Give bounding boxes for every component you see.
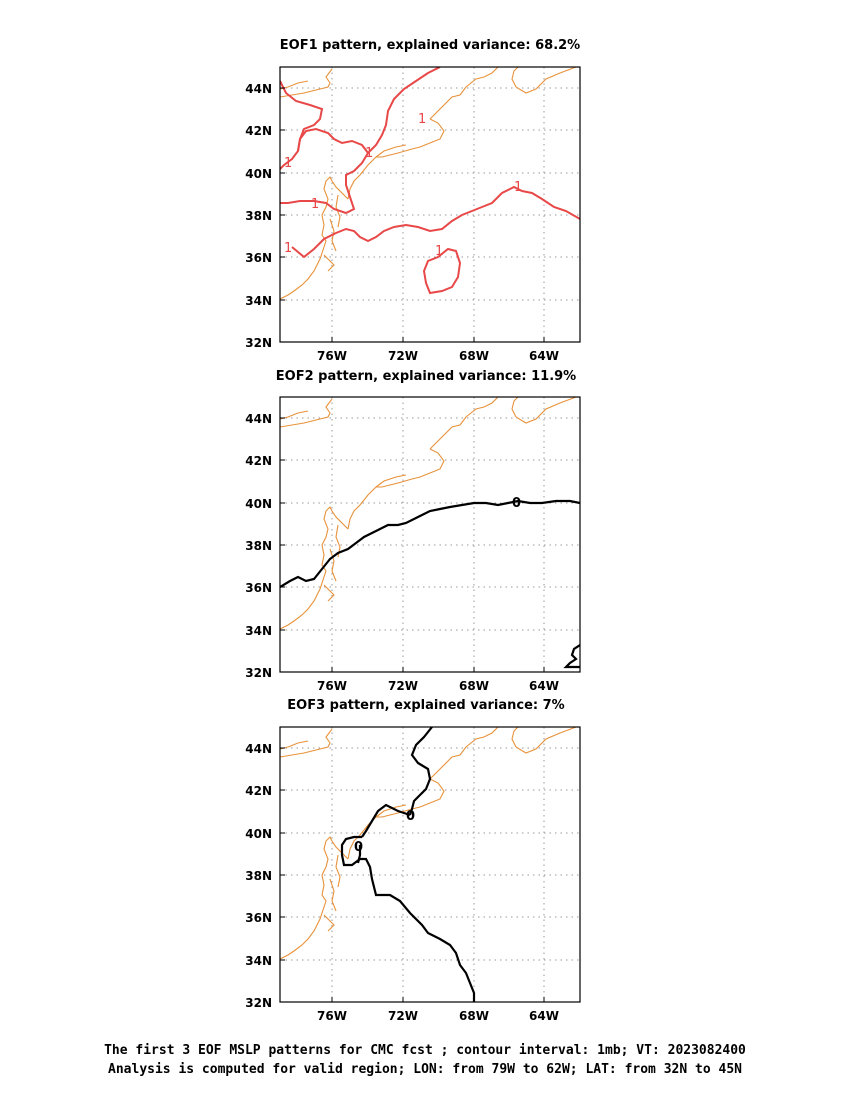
contour-label: 1	[284, 241, 292, 256]
panel-eof3: EOF3 pattern, explained variance: 7% 0 0	[245, 698, 581, 1023]
contour-label: 0	[354, 840, 363, 855]
eof-maps: EOF1 pattern, explained variance: 68.2%	[245, 38, 581, 1023]
y-tick-label: 44N	[245, 82, 272, 96]
coastline	[280, 727, 577, 960]
y-tick-label: 42N	[245, 784, 272, 798]
y-tick-label: 40N	[245, 167, 272, 181]
contour-label: 1	[311, 197, 319, 212]
y-tick-label: 32N	[245, 666, 272, 680]
panel-title: EOF1 pattern, explained variance: 68.2%	[280, 38, 580, 53]
y-tick-label: 44N	[245, 412, 272, 426]
y-tick-label: 34N	[245, 294, 272, 308]
y-tick-label: 38N	[245, 209, 272, 223]
y-tick-label: 32N	[245, 996, 272, 1010]
panel-title: EOF2 pattern, explained variance: 11.9%	[276, 369, 576, 384]
x-tick-label: 72W	[388, 1009, 418, 1023]
panel-eof1: EOF1 pattern, explained variance: 68.2%	[245, 38, 581, 363]
footer-caption-line2: Analysis is computed for valid region; L…	[108, 1062, 742, 1077]
coastline	[280, 67, 577, 300]
contour-labels: 1 1 1 1 1 1 1	[284, 112, 522, 259]
x-tick-label: 76W	[317, 679, 347, 693]
contour-labels: 0 0	[354, 809, 415, 855]
contour-label: 0	[406, 809, 415, 824]
x-tick-label: 72W	[388, 679, 418, 693]
footer-caption-line1: The first 3 EOF MSLP patterns for CMC fc…	[104, 1043, 746, 1058]
x-tick-label: 76W	[317, 1009, 347, 1023]
contour-lines	[340, 727, 476, 1002]
y-tick-label: 40N	[245, 497, 272, 511]
y-tick-label: 34N	[245, 624, 272, 638]
x-tick-label: 64W	[529, 679, 559, 693]
panel-title: EOF3 pattern, explained variance: 7%	[287, 698, 564, 713]
contour-lines	[280, 67, 580, 295]
y-tick-label: 44N	[245, 742, 272, 756]
y-tick-label: 42N	[245, 124, 272, 138]
contour-label: 1	[284, 156, 292, 171]
contour-label: 1	[435, 244, 443, 259]
y-tick-label: 40N	[245, 827, 272, 841]
contour-lines	[280, 499, 580, 669]
y-tick-label: 42N	[245, 454, 272, 468]
y-tick-label: 38N	[245, 539, 272, 553]
y-tick-label: 34N	[245, 954, 272, 968]
x-tick-label: 68W	[459, 349, 489, 363]
panel-eof2: EOF2 pattern, explained variance: 11.9% …	[245, 369, 581, 693]
y-tick-label: 32N	[245, 336, 272, 350]
contour-label: 1	[418, 112, 426, 127]
x-tick-label: 72W	[388, 349, 418, 363]
y-tick-label: 36N	[245, 911, 272, 925]
y-tick-label: 38N	[245, 869, 272, 883]
contour-labels: 0	[512, 496, 521, 511]
x-tick-label: 64W	[529, 349, 559, 363]
x-tick-label: 76W	[317, 349, 347, 363]
y-tick-label: 36N	[245, 251, 272, 265]
x-tick-label: 64W	[529, 1009, 559, 1023]
contour-label: 0	[512, 496, 521, 511]
x-tick-label: 68W	[459, 679, 489, 693]
x-tick-label: 68W	[459, 1009, 489, 1023]
y-tick-label: 36N	[245, 581, 272, 595]
contour-label: 1	[514, 180, 522, 195]
contour-label: 1	[365, 146, 373, 161]
